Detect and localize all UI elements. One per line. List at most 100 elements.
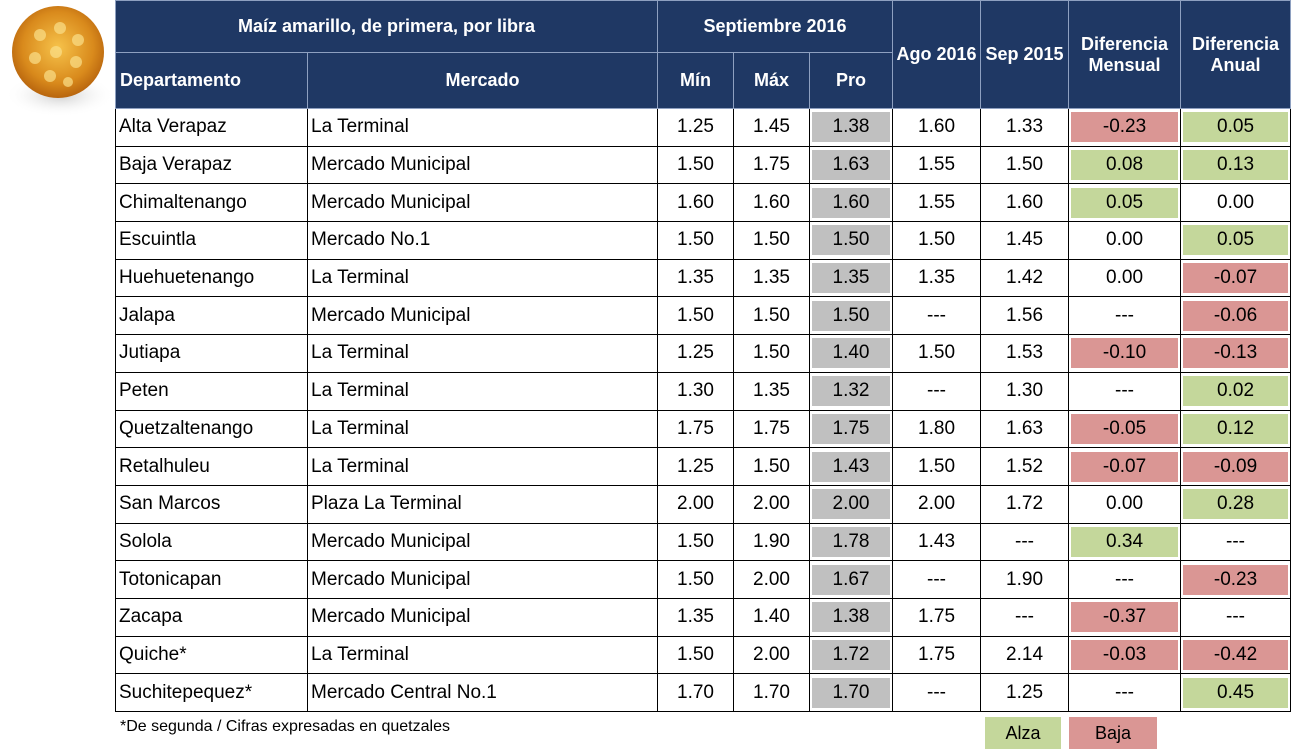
department-cell: Jalapa [115,296,308,336]
value-text: 2.00 [753,643,790,665]
value-cell: --- [892,673,982,712]
value-cell: 1.63 [980,409,1070,449]
table-row: Escuintla Mercado No.1 1.50 1.50 1.50 1.50 1.4… [115,221,1292,260]
value-cell: 0.02 [1180,371,1292,411]
value-cell: -0.07 [1068,447,1182,486]
value-text: --- [1226,530,1246,552]
value-text: 1.42 [1006,267,1044,289]
value-cell: 1.45 [980,221,1070,260]
value-cell: -0.03 [1068,635,1182,675]
value-cell: 1.30 [657,371,734,411]
value-text: 1.50 [918,342,956,364]
table-row: Retalhuleu La Terminal 1.25 1.50 1.43 1.50 1.5… [115,447,1292,486]
value-cell: 1.35 [733,258,810,298]
column-header: Mín [657,52,734,109]
value-text: 1.50 [812,225,891,256]
value-text: --- [927,304,947,326]
value-cell: 1.45 [733,108,810,147]
value-cell: 1.40 [733,597,810,637]
value-text: 1.60 [812,187,891,218]
value-cell: 2.00 [657,484,734,524]
department-cell: Suchitepequez* [115,673,308,712]
value-cell: 1.50 [733,447,810,486]
department-cell: Jutiapa [115,334,308,373]
value-text: 0.28 [1183,489,1289,520]
table-row: Chimaltenango Mercado Municipal 1.60 1.60 1.… [115,183,1292,223]
value-text: 2.00 [753,493,790,515]
value-text: 1.75 [753,154,790,176]
value-cell: 0.34 [1068,522,1182,562]
value-text: 0.13 [1183,150,1289,181]
value-text: --- [927,568,947,590]
value-text: 1.50 [753,342,790,364]
value-cell: 1.35 [657,597,734,637]
column-header: Máx [733,52,810,109]
corn-icon [5,6,115,117]
value-cell: 1.63 [808,145,894,185]
value-cell: 1.43 [892,522,982,562]
value-cell: 1.52 [980,447,1070,486]
value-cell: 1.25 [657,447,734,486]
market-cell: Mercado Municipal [307,560,658,599]
column-header: Departamento [115,52,308,109]
value-cell: 1.60 [808,183,894,223]
value-cell: 0.08 [1068,145,1182,185]
value-cell: 1.72 [980,484,1070,524]
department-cell: Zacapa [115,597,308,637]
value-cell: 1.50 [733,334,810,373]
value-cell: 1.50 [808,296,894,336]
value-cell: -0.05 [1068,409,1182,449]
value-text: -0.37 [1071,602,1179,633]
value-cell: 2.00 [733,635,810,675]
header-period: Septiembre 2016 [656,0,894,53]
value-text: -0.09 [1183,451,1289,482]
value-text: -0.03 [1071,639,1179,670]
value-cell: --- [1180,522,1292,562]
table-row: Quiche* La Terminal 1.50 2.00 1.72 1.75 2.14 -0… [115,635,1292,675]
column-header: Pro [808,52,894,109]
market-cell: La Terminal [307,447,658,486]
market-cell: Mercado No.1 [307,221,658,260]
value-cell: 0.45 [1180,673,1292,712]
value-text: 1.25 [677,342,714,364]
table-body: Alta Verapaz La Terminal 1.25 1.45 1.38 1.60 1… [115,108,1292,712]
value-text: 1.43 [918,530,956,552]
value-cell: 1.75 [892,635,982,675]
value-text: 1.72 [1006,493,1044,515]
value-cell: 0.00 [1068,258,1182,298]
value-cell: 1.75 [733,409,810,449]
value-text: 0.05 [1071,187,1179,218]
department-cell: Quiche* [115,635,308,675]
value-cell: 1.38 [808,108,894,147]
value-text: 1.53 [1006,342,1044,364]
department-cell: Baja Verapaz [115,145,308,185]
table-header: Maíz amarillo, de primera, por libra Sep… [115,0,1292,109]
value-text: 1.25 [677,455,714,477]
value-cell: -0.13 [1180,334,1292,373]
legend-down: Baja [1069,717,1157,749]
value-cell: --- [1068,560,1182,599]
value-text: 1.40 [753,606,790,628]
value-text: 2.00 [677,493,714,515]
value-cell: 1.80 [892,409,982,449]
market-cell: La Terminal [307,409,658,449]
value-cell: 0.00 [1068,484,1182,524]
value-text: 0.00 [1106,493,1144,515]
value-text: 0.00 [1217,191,1255,213]
value-cell: 1.25 [657,334,734,373]
value-cell: 1.60 [657,183,734,223]
department-cell: Solola [115,522,308,562]
value-text: 1.52 [1006,455,1044,477]
value-text: --- [1115,681,1135,703]
value-cell: --- [892,296,982,336]
value-text: 1.90 [753,530,790,552]
value-text: 1.35 [918,267,956,289]
value-text: --- [1015,530,1035,552]
value-text: 1.50 [677,530,714,552]
value-cell: --- [980,522,1070,562]
department-cell: Peten [115,371,308,411]
value-cell: 0.05 [1180,221,1292,260]
value-cell: 0.05 [1180,108,1292,147]
value-cell: 0.00 [1180,183,1292,223]
table-row: Alta Verapaz La Terminal 1.25 1.45 1.38 1.60 1… [115,108,1292,147]
